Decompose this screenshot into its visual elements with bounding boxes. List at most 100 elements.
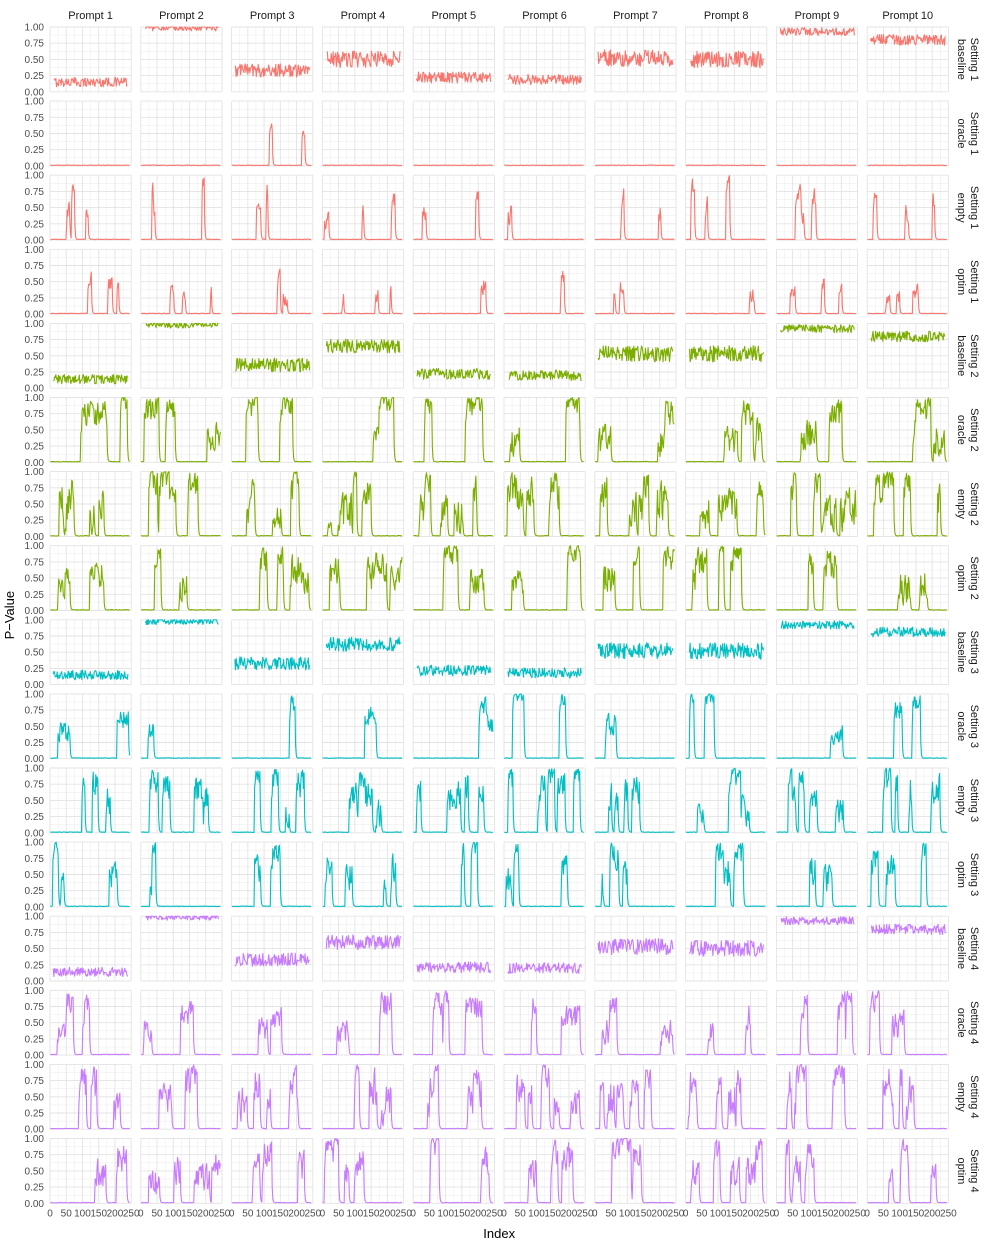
series-line-setting-1-empty-p1	[50, 184, 130, 241]
series-line-setting-3-baseline-p8	[688, 642, 765, 660]
panel-grid	[866, 322, 949, 389]
series-line-setting-2-empty-p5	[413, 472, 493, 537]
column-strip	[504, 6, 586, 24]
y-tick-label: 0.25	[25, 886, 45, 897]
panel-grid	[685, 248, 768, 315]
y-tick-label: 0.25	[25, 1109, 45, 1120]
x-tick-label: 150	[544, 1208, 561, 1219]
panel-grid	[321, 767, 405, 834]
series-line-setting-3-empty-p2	[140, 769, 221, 833]
x-tick-label: 100	[437, 1208, 454, 1219]
y-tick-label: 1.00	[25, 689, 45, 700]
x-tick-label: 50	[878, 1208, 890, 1219]
row-strip: optim Setting 1	[955, 260, 980, 303]
series-line-setting-1-baseline-p8	[689, 50, 764, 69]
series-line-setting-1-baseline-p3	[234, 63, 311, 78]
x-tick-label: 150	[363, 1208, 380, 1219]
series-line-setting-3-oracle-p9	[776, 725, 857, 759]
series-line-setting-1-optim-p9	[776, 278, 857, 315]
panel-grid	[685, 693, 768, 760]
x-tick-label: 150	[454, 1208, 471, 1219]
y-tick-label: 0.75	[25, 557, 45, 568]
series-line-setting-3-baseline-p3	[234, 656, 311, 671]
y-tick-label: 0.25	[25, 1034, 45, 1045]
series-line-setting-2-baseline-p9	[779, 324, 855, 334]
panel-grid	[503, 26, 586, 93]
y-tick-label: 0.00	[25, 680, 45, 691]
series-line-setting-1-empty-p5	[413, 191, 493, 241]
series-line-setting-3-oracle-p2	[140, 723, 221, 759]
series-line-setting-4-empty-p5	[413, 1064, 494, 1130]
series-line-setting-2-empty-p4	[322, 471, 403, 537]
series-line-setting-4-optim-p5	[413, 1137, 493, 1204]
panel-grid	[321, 322, 405, 389]
row-strip-method-label: empty	[955, 193, 967, 223]
series-line-setting-3-empty-p1	[50, 771, 130, 833]
series-line-setting-2-baseline-p8	[688, 345, 765, 363]
y-tick-label: 0.75	[25, 261, 45, 272]
row-strip: optim Setting 3	[955, 853, 980, 896]
series-line-setting-3-oracle-p7	[595, 712, 675, 759]
series-line-setting-3-optim-p6	[504, 843, 584, 908]
x-tick-label: 50	[242, 1208, 254, 1219]
row-strip-setting-label: Setting 4	[968, 1001, 980, 1044]
panel-grid	[231, 322, 314, 389]
panel-grid	[594, 989, 677, 1056]
panel-grid	[140, 989, 223, 1056]
row-strip: empty Setting 3	[955, 779, 980, 822]
series-line-setting-2-optim-p6	[504, 545, 584, 611]
series-line-setting-1-oracle-p8	[685, 164, 766, 167]
series-line-setting-2-empty-p7	[595, 474, 675, 537]
panel-grid	[140, 248, 223, 315]
series-line-setting-4-optim-p4	[322, 1138, 403, 1204]
y-tick-label: 0.00	[25, 87, 45, 98]
panel-grid	[140, 1063, 223, 1130]
panel-grid	[503, 397, 586, 463]
series-line-setting-1-empty-p2	[141, 177, 221, 241]
y-axis-title: P−Value	[2, 591, 17, 640]
series-line-setting-1-empty-p10	[867, 192, 947, 241]
row-strip-method-label: oracle	[955, 1008, 967, 1038]
panel-grid	[49, 1138, 132, 1204]
panel-grid	[231, 26, 314, 93]
series-line-setting-3-empty-p8	[685, 767, 766, 833]
y-tick-label: 0.25	[25, 516, 45, 527]
y-tick-label: 0.50	[25, 870, 45, 881]
panel-grid	[140, 915, 223, 982]
series-line-setting-1-baseline-p7	[597, 49, 674, 67]
y-tick-label: 0.00	[25, 828, 45, 839]
series-line-setting-2-empty-p10	[867, 471, 947, 537]
series-line-setting-2-empty-p1	[50, 479, 130, 537]
column-strip	[776, 6, 858, 24]
x-tick-label: 0	[320, 1208, 326, 1219]
column-strip	[50, 6, 132, 24]
y-tick-label: 0.00	[25, 1125, 45, 1136]
series-line-setting-3-optim-p9	[776, 857, 857, 908]
row-strip: empty Setting 4	[955, 1075, 980, 1118]
series-line-setting-1-baseline-p1	[53, 76, 128, 88]
y-tick-label: 0.25	[25, 812, 45, 823]
panel-grid	[866, 1063, 949, 1130]
row-strip-method-label: optim	[955, 268, 967, 295]
series-line-setting-1-oracle-p2	[140, 164, 221, 167]
column-strip-label: Prompt 2	[159, 10, 204, 22]
y-tick-label: 0.75	[25, 335, 45, 346]
x-tick-label: 0	[229, 1208, 235, 1219]
series-line-setting-3-optim-p4	[322, 853, 403, 908]
series-line-setting-1-empty-p7	[594, 188, 675, 241]
y-tick-label: 0.25	[25, 71, 45, 82]
row-strip-setting-label: Setting 3	[968, 853, 980, 896]
series-line-setting-2-empty-p6	[504, 472, 584, 537]
series-line-setting-4-optim-p3	[231, 1141, 312, 1204]
series-line-setting-2-empty-p8	[685, 481, 766, 537]
panel-grid	[594, 1138, 677, 1204]
y-tick-label: 1.00	[25, 912, 45, 923]
y-tick-label: 0.25	[25, 664, 45, 675]
series-line-setting-1-oracle-p9	[776, 164, 857, 167]
row-strip: empty Setting 2	[955, 482, 980, 525]
series-line-setting-4-optim-p9	[776, 1139, 857, 1204]
column-strip	[867, 6, 949, 24]
series-line-setting-4-optim-p2	[140, 1154, 221, 1204]
x-tick-label: 50	[787, 1208, 799, 1219]
panel-grid	[140, 1138, 223, 1204]
